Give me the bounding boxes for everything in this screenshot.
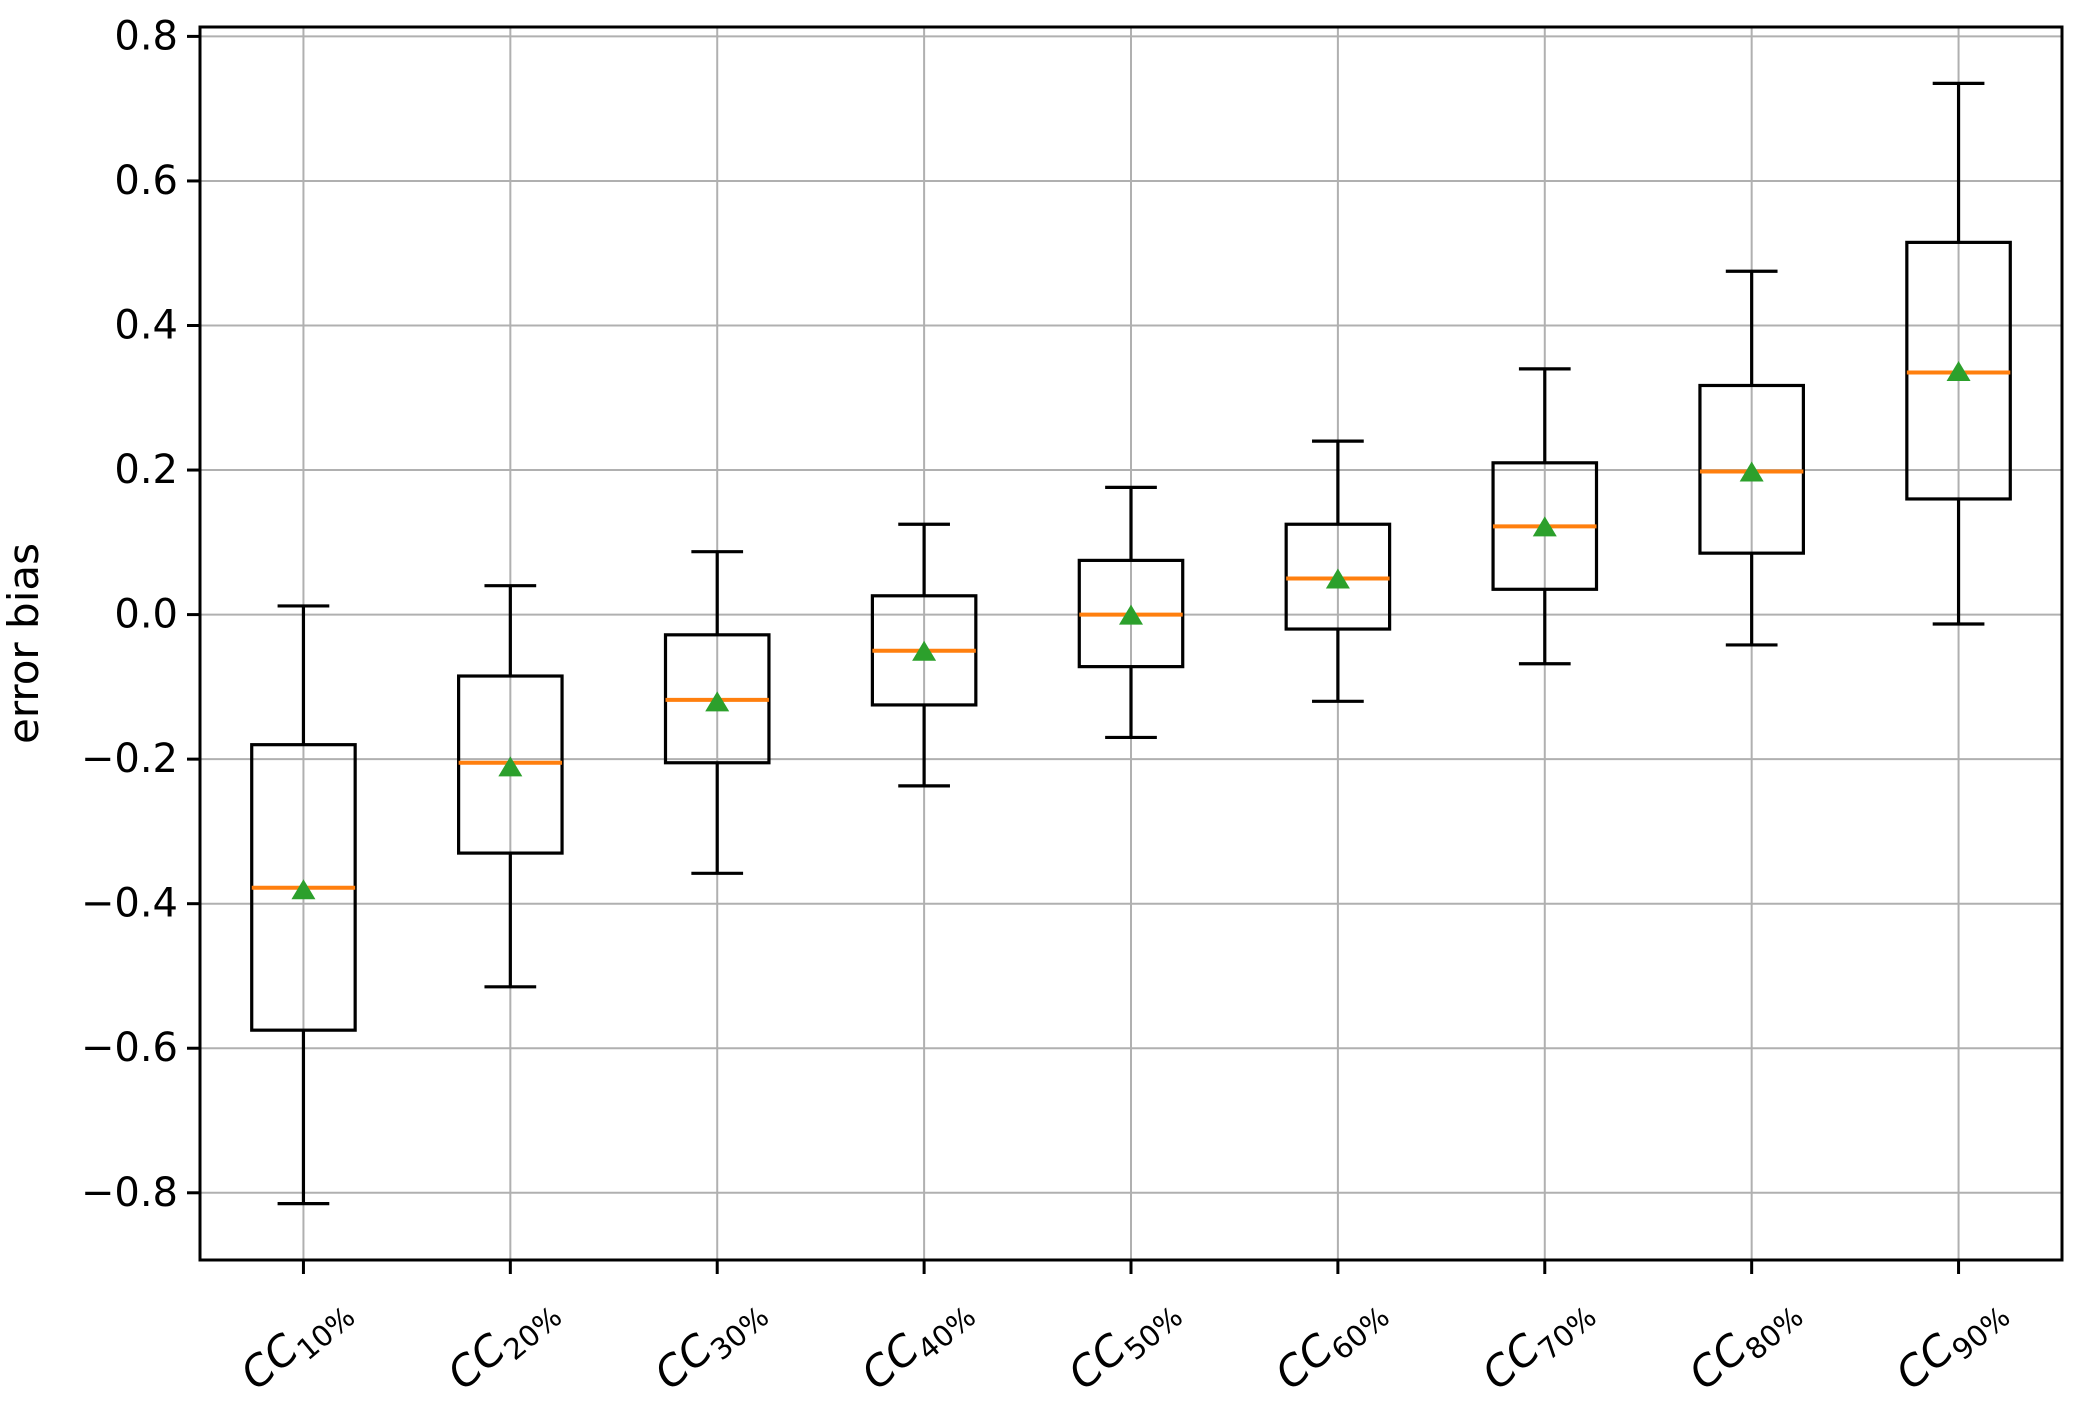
mean-marker-triangle bbox=[1946, 361, 1971, 382]
mean-marker-triangle bbox=[291, 879, 316, 900]
y-axis-label: error bias bbox=[0, 543, 48, 744]
box-group-CC70% bbox=[1491, 367, 1599, 666]
y-tick-label: −0.4 bbox=[81, 881, 178, 927]
mean-marker-triangle bbox=[1119, 604, 1143, 625]
box-group-CC30% bbox=[663, 550, 771, 875]
mean-marker-triangle bbox=[705, 691, 730, 712]
box-group-CC10% bbox=[250, 604, 357, 1206]
box-group-CC80% bbox=[1698, 269, 1805, 647]
y-tick-label: 0.2 bbox=[114, 447, 178, 493]
box-group-CC20% bbox=[457, 584, 564, 989]
mean-marker-triangle bbox=[912, 640, 937, 661]
box-group-CC60% bbox=[1284, 439, 1392, 703]
mean-marker-triangle bbox=[1739, 461, 1764, 482]
y-tick-label: 0.6 bbox=[114, 158, 178, 204]
y-tick-label: 0.4 bbox=[114, 302, 178, 348]
mean-marker-triangle bbox=[498, 756, 523, 777]
iqr-box bbox=[1698, 383, 1805, 555]
y-tick-label: 0.0 bbox=[114, 592, 178, 638]
y-tick-label: −0.6 bbox=[81, 1025, 178, 1071]
y-axis: 0.8 0.6 0.4 0.2 0.0 −0.2 −0.4 −0.6 −0.8 error bia… bbox=[0, 13, 200, 1216]
mean-marker-triangle bbox=[1325, 568, 1350, 589]
box-group-CC40% bbox=[870, 522, 978, 788]
y-tick-label: 0.8 bbox=[114, 13, 178, 59]
y-tick-label: −0.2 bbox=[81, 736, 178, 782]
box-group-CC50% bbox=[1077, 485, 1185, 740]
y-tick-label: −0.8 bbox=[81, 1170, 178, 1216]
mean-marker-triangle bbox=[1532, 516, 1557, 537]
box-group-CC90% bbox=[1905, 81, 2012, 626]
